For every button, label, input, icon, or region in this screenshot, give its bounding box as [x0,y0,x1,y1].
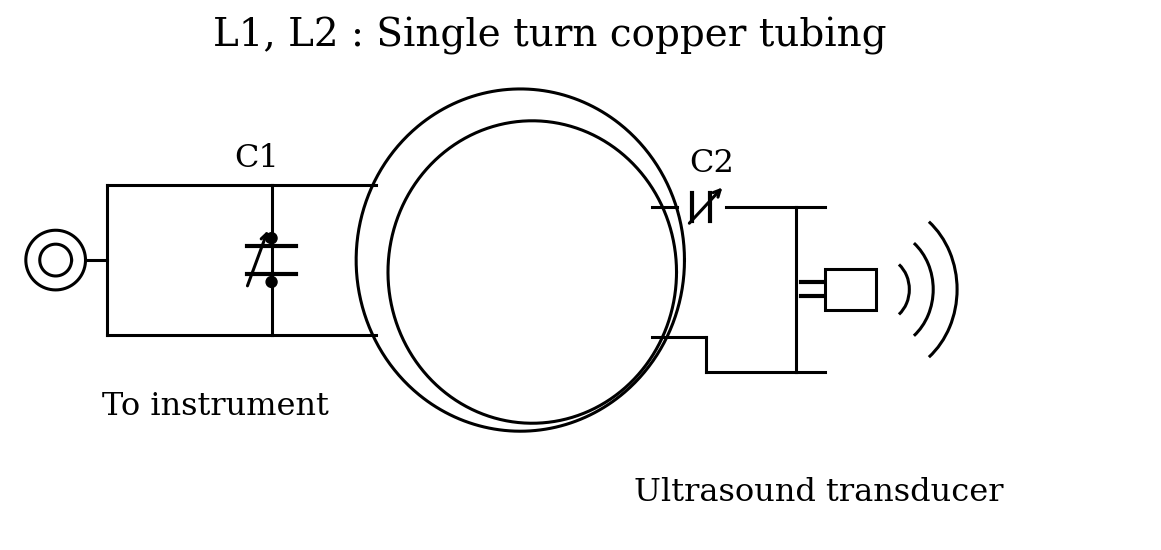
Text: C2: C2 [688,148,734,179]
Text: L1, L2 : Single turn copper tubing: L1, L2 : Single turn copper tubing [214,17,887,55]
Circle shape [266,233,277,244]
Text: Ultrasound transducer: Ultrasound transducer [634,477,1003,508]
Bar [824,268,877,310]
Text: To instrument: To instrument [102,392,330,422]
Text: C1: C1 [235,142,279,173]
Circle shape [266,277,277,288]
